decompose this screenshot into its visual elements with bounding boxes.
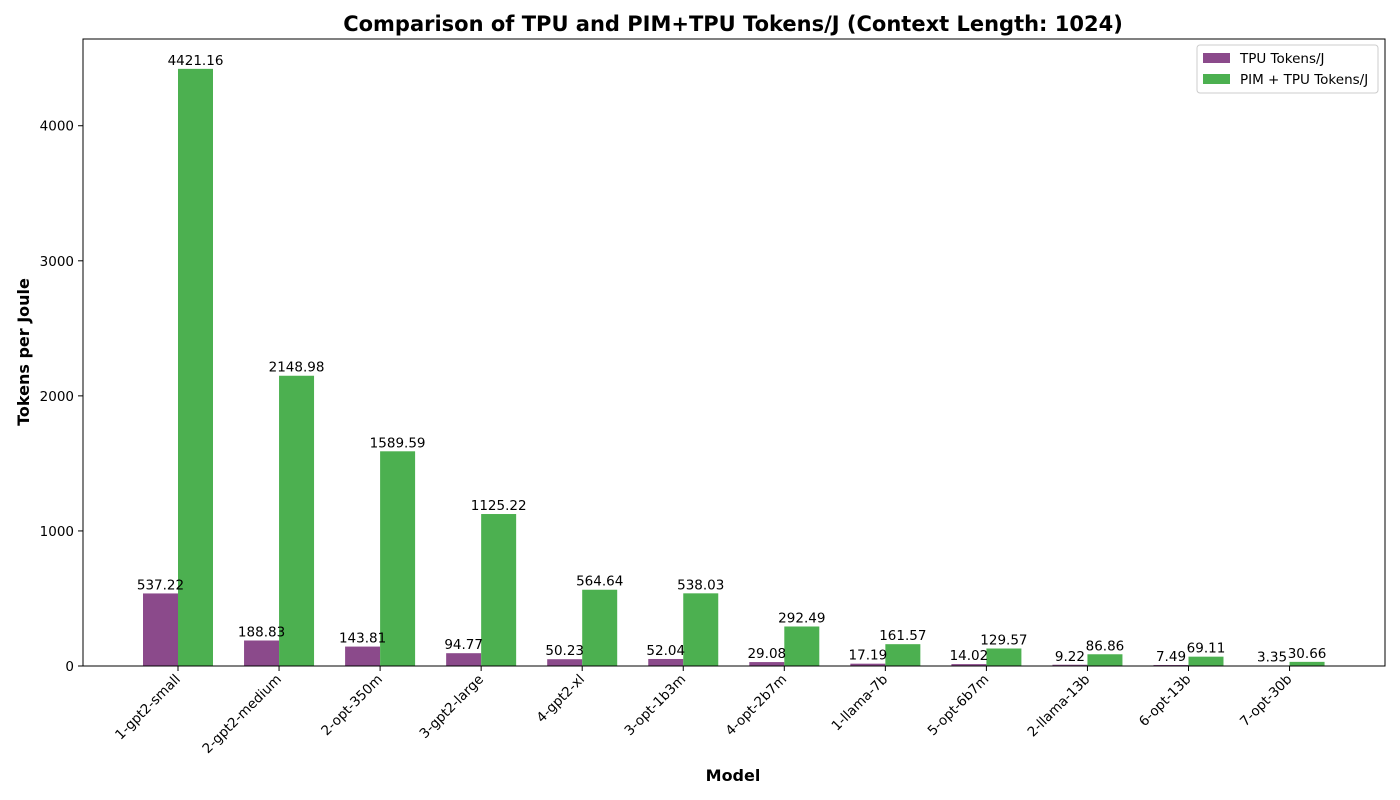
data-label-tpu-3-gpt2-large: 94.77 — [444, 637, 483, 653]
legend-swatch-pim-tpu — [1203, 74, 1230, 84]
x-tick-label: 2-gpt2-medium — [199, 672, 284, 757]
bar-tpu-3-opt-1b3m — [648, 658, 684, 666]
x-tick-label: 2-opt-350m — [318, 672, 386, 740]
bar-pim-tpu-6-opt-13b — [1188, 656, 1224, 666]
data-label-pim-tpu-1-llama-7b: 161.57 — [879, 628, 926, 644]
data-label-pim-tpu-1-gpt2-small: 4421.16 — [168, 53, 224, 69]
x-tick-label: 3-opt-1b3m — [621, 672, 689, 740]
bar-tpu-1-gpt2-small — [143, 593, 178, 666]
data-label-pim-tpu-5-opt-6b7m: 129.57 — [980, 632, 1027, 648]
y-axis-label: Tokens per Joule — [14, 278, 33, 426]
y-tick-label: 1000 — [40, 524, 74, 540]
y-tick-label: 3000 — [40, 254, 74, 270]
y-tick-label: 2000 — [40, 389, 74, 405]
data-label-pim-tpu-2-gpt2-medium: 2148.98 — [269, 360, 325, 376]
data-label-tpu-3-opt-1b3m: 52.04 — [646, 643, 685, 659]
data-label-pim-tpu-6-opt-13b: 69.11 — [1187, 641, 1226, 657]
data-label-tpu-4-gpt2-xl: 50.23 — [545, 643, 584, 659]
bar-tpu-3-gpt2-large — [446, 653, 482, 666]
bars-group — [143, 68, 1325, 666]
data-label-pim-tpu-4-gpt2-xl: 564.64 — [576, 574, 623, 590]
x-tick-label: 2-llama-13b — [1024, 672, 1093, 741]
bar-tpu-1-llama-7b — [850, 663, 886, 666]
bar-tpu-4-gpt2-xl — [547, 659, 583, 666]
data-label-tpu-4-opt-2b7m: 29.08 — [747, 646, 786, 662]
bar-tpu-4-opt-2b7m — [749, 662, 785, 666]
bar-tpu-2-gpt2-medium — [244, 640, 280, 666]
x-axis-label: Model — [706, 766, 761, 785]
bar-tpu-2-llama-13b — [1052, 664, 1088, 666]
bar-pim-tpu-2-opt-350m — [380, 451, 416, 666]
legend-label-tpu: TPU Tokens/J — [1239, 51, 1325, 67]
plot-frame — [82, 38, 1386, 667]
bar-tpu-5-opt-6b7m — [951, 664, 987, 666]
data-labels-group: 537.22 4421.16 188.83 2148.98 143.81 1589.59 9… — [137, 53, 1327, 666]
x-tick-label: 7-opt-30b — [1237, 672, 1295, 730]
bar-pim-tpu-2-llama-13b — [1087, 654, 1123, 666]
bar-pim-tpu-5-opt-6b7m — [986, 648, 1022, 666]
bar-pim-tpu-1-llama-7b — [885, 644, 921, 666]
data-label-pim-tpu-3-opt-1b3m: 538.03 — [677, 577, 724, 593]
data-label-pim-tpu-4-opt-2b7m: 292.49 — [778, 610, 825, 626]
x-tick-label: 5-opt-6b7m — [925, 672, 993, 740]
x-tick-label: 1-llama-7b — [828, 672, 891, 735]
legend-swatch-tpu — [1203, 53, 1230, 63]
bar-pim-tpu-7-opt-30b — [1289, 661, 1325, 666]
data-label-tpu-5-opt-6b7m: 14.02 — [950, 648, 989, 664]
x-tick-label: 4-gpt2-xl — [534, 672, 589, 727]
bar-tpu-2-opt-350m — [345, 646, 381, 666]
x-tick-label: 6-opt-13b — [1136, 672, 1194, 730]
data-label-tpu-1-llama-7b: 17.19 — [849, 648, 888, 664]
x-tick-label: 1-gpt2-small — [112, 672, 184, 744]
data-label-tpu-2-opt-350m: 143.81 — [339, 631, 386, 647]
data-label-pim-tpu-2-llama-13b: 86.86 — [1086, 638, 1125, 654]
bar-tpu-6-opt-13b — [1153, 664, 1189, 666]
y-tick-label: 0 — [65, 659, 74, 675]
legend: TPU Tokens/J PIM + TPU Tokens/J — [1196, 44, 1379, 94]
data-label-pim-tpu-2-opt-350m: 1589.59 — [370, 435, 426, 451]
data-label-pim-tpu-3-gpt2-large: 1125.22 — [471, 498, 527, 514]
data-label-tpu-7-opt-30b: 3.35 — [1257, 650, 1287, 666]
bar-pim-tpu-2-gpt2-medium — [279, 375, 315, 666]
bar-pim-tpu-4-gpt2-xl — [582, 589, 618, 666]
x-tick-label: 4-opt-2b7m — [723, 672, 791, 740]
x-tick-label: 3-gpt2-large — [417, 672, 487, 742]
legend-box — [1196, 44, 1379, 94]
bar-pim-tpu-3-opt-1b3m — [683, 593, 719, 666]
data-label-tpu-6-opt-13b: 7.49 — [1156, 649, 1186, 665]
data-label-tpu-2-gpt2-medium: 188.83 — [238, 624, 285, 640]
legend-label-pim-tpu: PIM + TPU Tokens/J — [1240, 72, 1368, 88]
chart-title: Comparison of TPU and PIM+TPU Tokens/J (… — [343, 12, 1123, 36]
data-label-tpu-2-llama-13b: 9.22 — [1055, 649, 1085, 665]
bar-pim-tpu-1-gpt2-small — [178, 68, 213, 666]
bar-pim-tpu-3-gpt2-large — [481, 514, 517, 666]
y-tick-label: 4000 — [40, 119, 74, 135]
bar-pim-tpu-4-opt-2b7m — [784, 626, 820, 666]
data-label-pim-tpu-7-opt-30b: 30.66 — [1288, 646, 1327, 662]
data-label-tpu-1-gpt2-small: 537.22 — [137, 577, 184, 593]
